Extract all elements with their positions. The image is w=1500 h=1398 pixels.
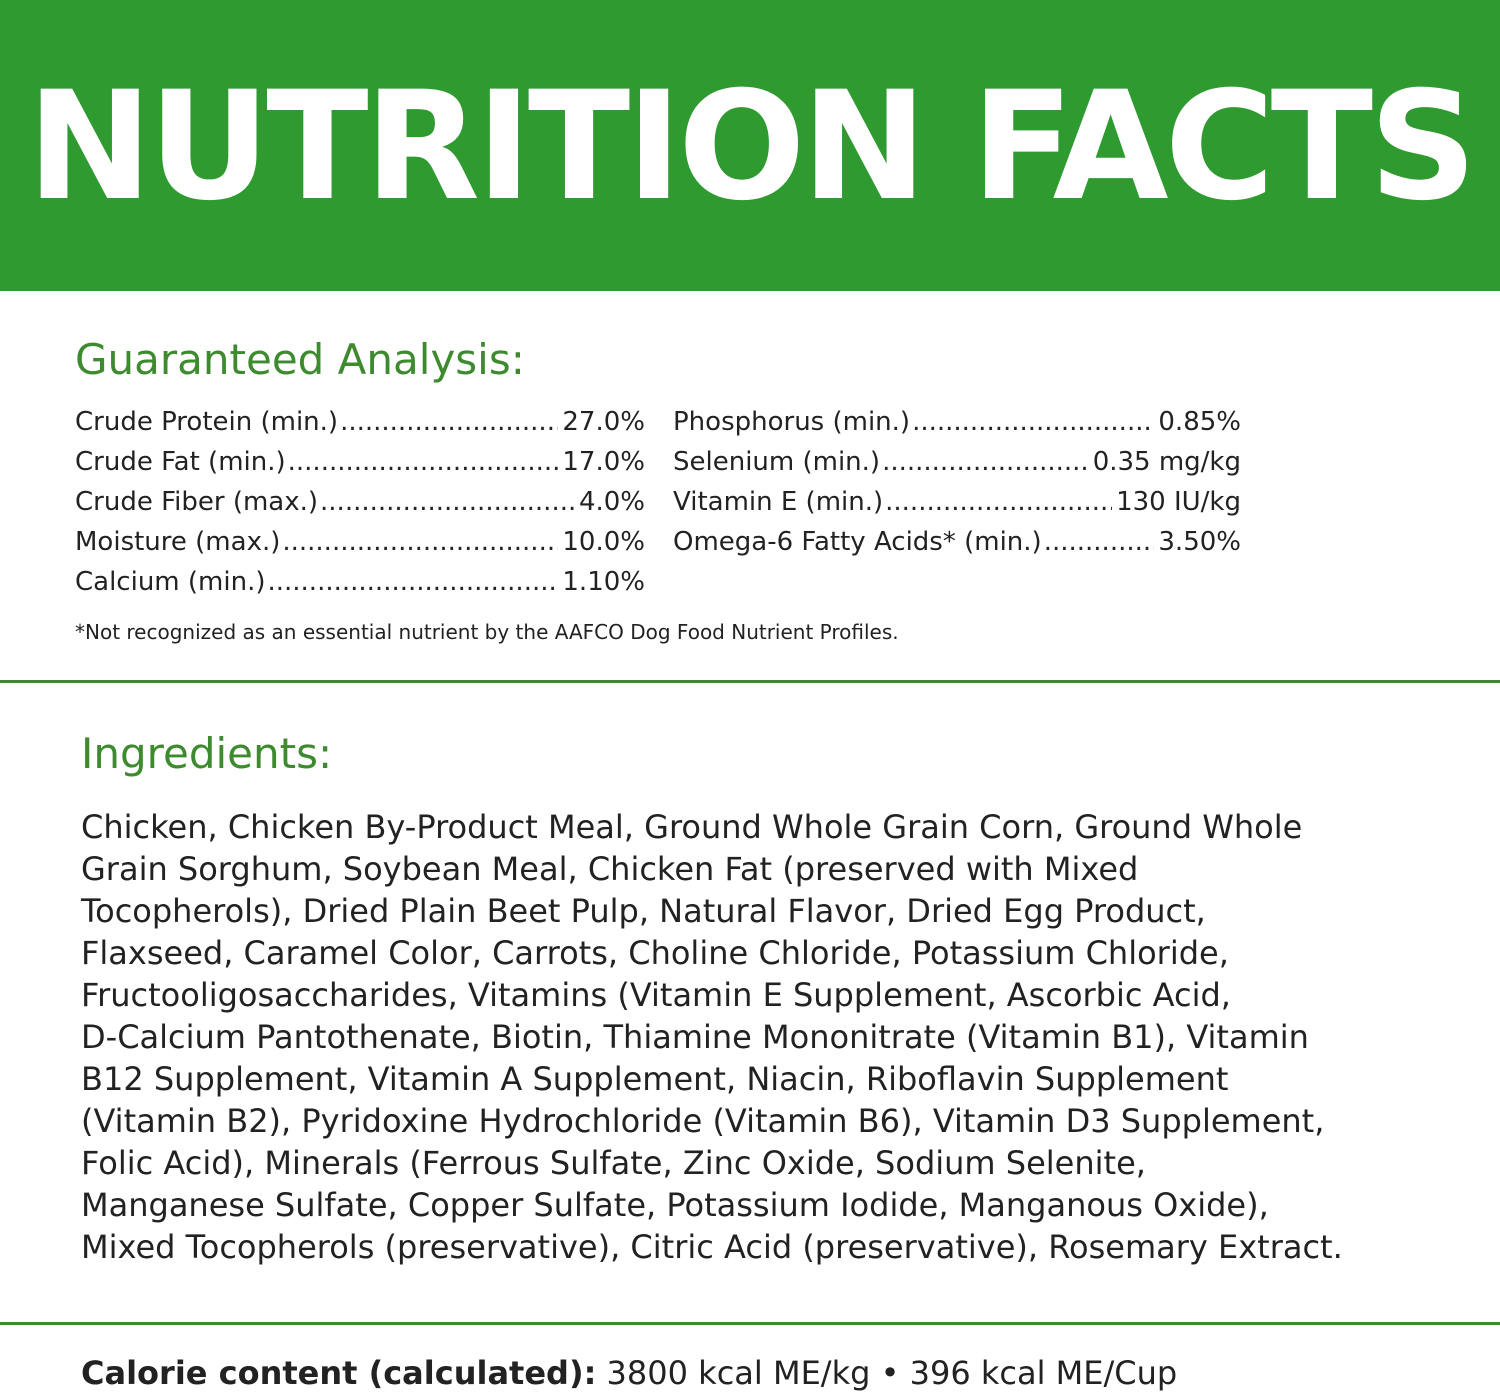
analysis-left-column: Crude Protein (min.) 27.0% Crude Fat (mi… xyxy=(75,402,645,602)
ingredients-line: Tocopherols), Dried Plain Beet Pulp, Nat… xyxy=(81,892,1206,930)
ingredients-line: Chicken, Chicken By-Product Meal, Ground… xyxy=(81,808,1303,846)
analysis-row: Selenium (min.) 0.35 mg/kg xyxy=(673,442,1241,482)
ingredients-line: D-Calcium Pantothenate, Biotin, Thiamine… xyxy=(81,1018,1309,1056)
calorie-content: Calorie content (calculated): 3800 kcal … xyxy=(81,1353,1177,1393)
analysis-row: Moisture (max.) 10.0% xyxy=(75,522,645,562)
analysis-label: Omega-6 Fatty Acids* (min.) xyxy=(673,527,1042,557)
guaranteed-analysis-heading: Guaranteed Analysis: xyxy=(75,335,525,384)
analysis-label: Calcium (min.) xyxy=(75,567,266,597)
analysis-value: 0.35 mg/kg xyxy=(1092,447,1241,477)
analysis-label: Crude Fiber (max.) xyxy=(75,487,319,517)
analysis-value: 130 IU/kg xyxy=(1116,487,1241,517)
analysis-value: 17.0% xyxy=(562,447,645,477)
section-divider xyxy=(0,680,1500,683)
analysis-label: Phosphorus (min.) xyxy=(673,407,911,437)
analysis-value: 1.10% xyxy=(562,567,645,597)
dot-leader xyxy=(882,442,1089,482)
ingredients-line: Grain Sorghum, Soybean Meal, Chicken Fat… xyxy=(81,850,1139,888)
dot-leader xyxy=(912,402,1154,442)
ingredients-line: Mixed Tocopherols (preservative), Citric… xyxy=(81,1228,1343,1266)
dot-leader xyxy=(1044,522,1155,562)
analysis-label: Crude Fat (min.) xyxy=(75,447,286,477)
calorie-label: Calorie content (calculated): xyxy=(81,1354,597,1392)
calorie-value: 3800 kcal ME/kg • 396 kcal ME/Cup xyxy=(596,1354,1178,1392)
header-banner: NUTRITION FACTS xyxy=(0,0,1500,291)
analysis-row: Calcium (min.) 1.10% xyxy=(75,562,645,602)
analysis-label: Selenium (min.) xyxy=(673,447,881,477)
ingredients-line: B12 Supplement, Vitamin A Supplement, Ni… xyxy=(81,1060,1229,1098)
dot-leader xyxy=(320,482,575,522)
ingredients-heading: Ingredients: xyxy=(81,729,333,778)
section-divider xyxy=(0,1322,1500,1325)
analysis-row: Vitamin E (min.) 130 IU/kg xyxy=(673,482,1241,522)
page-title: NUTRITION FACTS xyxy=(26,59,1477,234)
analysis-value: 27.0% xyxy=(562,407,645,437)
analysis-label: Crude Protein (min.) xyxy=(75,407,339,437)
ingredients-line: (Vitamin B2), Pyridoxine Hydrochloride (… xyxy=(81,1102,1325,1140)
ingredients-line: Manganese Sulfate, Copper Sulfate, Potas… xyxy=(81,1186,1269,1224)
analysis-right-column: Phosphorus (min.) 0.85% Selenium (min.) … xyxy=(673,402,1241,562)
analysis-value: 3.50% xyxy=(1158,527,1241,557)
dot-leader xyxy=(282,522,558,562)
analysis-row: Phosphorus (min.) 0.85% xyxy=(673,402,1241,442)
analysis-value: 0.85% xyxy=(1158,407,1241,437)
ingredients-line: Flaxseed, Caramel Color, Carrots, Cholin… xyxy=(81,934,1229,972)
analysis-row: Crude Fiber (max.) 4.0% xyxy=(75,482,645,522)
ingredients-line: Fructooligosaccharides, Vitamins (Vitami… xyxy=(81,976,1231,1014)
dot-leader xyxy=(885,482,1112,522)
dot-leader xyxy=(267,562,558,602)
aafco-footnote: *Not recognized as an essential nutrient… xyxy=(75,620,899,644)
analysis-row: Omega-6 Fatty Acids* (min.) 3.50% xyxy=(673,522,1241,562)
analysis-label: Moisture (max.) xyxy=(75,527,281,557)
analysis-row: Crude Protein (min.) 27.0% xyxy=(75,402,645,442)
dot-leader xyxy=(288,442,559,482)
analysis-value: 4.0% xyxy=(578,487,645,517)
analysis-label: Vitamin E (min.) xyxy=(673,487,884,517)
analysis-row: Crude Fat (min.) 17.0% xyxy=(75,442,645,482)
ingredients-line: Folic Acid), Minerals (Ferrous Sulfate, … xyxy=(81,1144,1146,1182)
analysis-value: 10.0% xyxy=(562,527,645,557)
ingredients-list: Chicken, Chicken By-Product Meal, Ground… xyxy=(81,806,1421,1268)
dot-leader xyxy=(340,402,558,442)
